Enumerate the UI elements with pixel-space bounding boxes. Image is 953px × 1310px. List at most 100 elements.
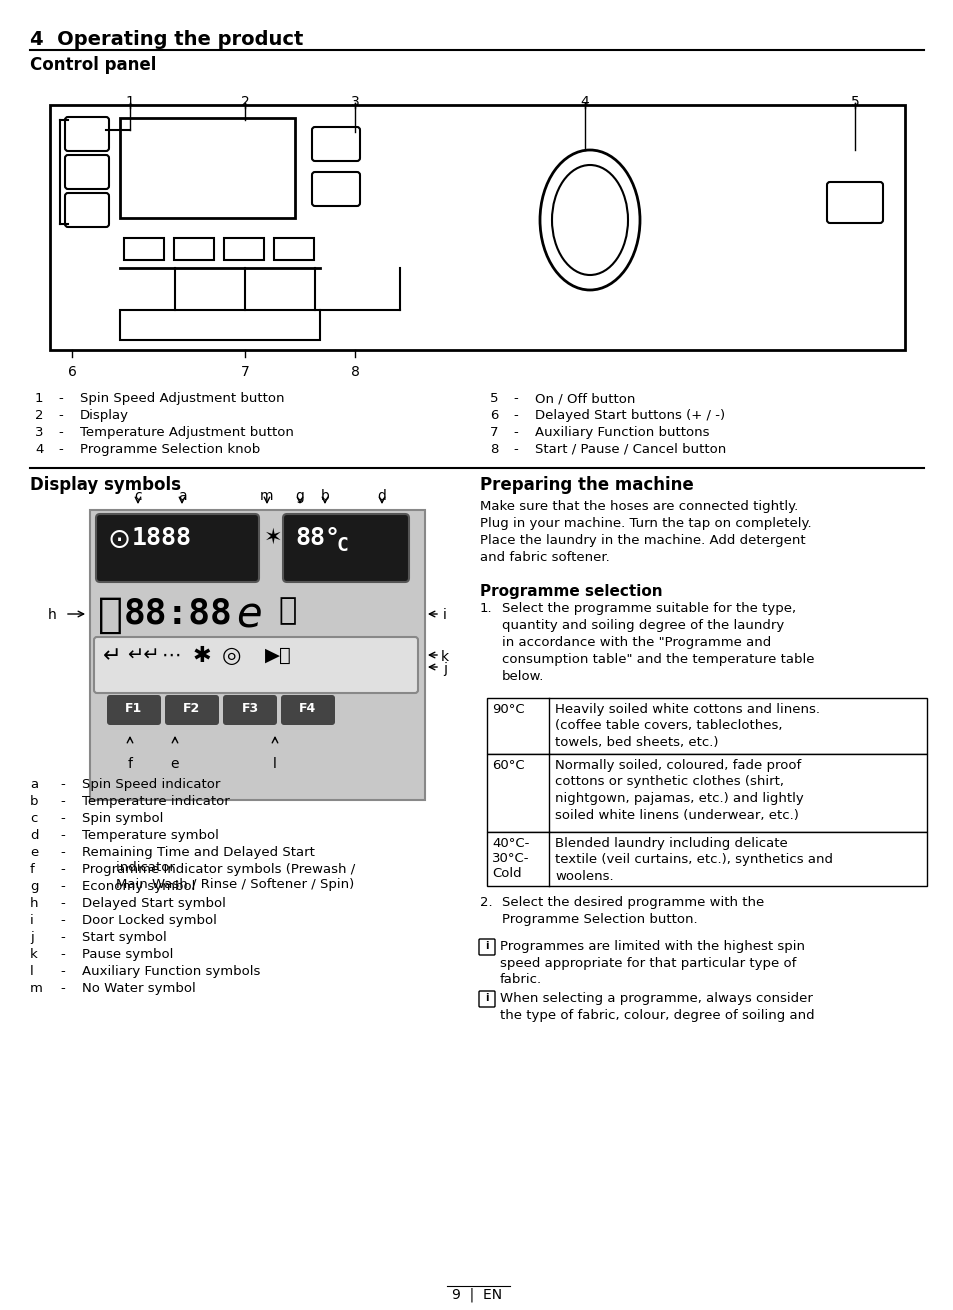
FancyBboxPatch shape [65,193,109,227]
Text: Programme Indicator symbols (Prewash /
        Main Wash / Rinse / Softener / Sp: Programme Indicator symbols (Prewash / M… [82,863,355,891]
Text: i: i [442,608,446,622]
Text: 3: 3 [35,426,44,439]
Text: 6: 6 [68,365,76,379]
Text: a: a [177,489,186,503]
Text: -: - [60,914,65,927]
Bar [120,118,294,217]
Text: 5: 5 [850,96,859,109]
Text: Make sure that the hoses are connected tightly.
Plug in your machine. Turn the t: Make sure that the hoses are connected t… [479,500,811,565]
Text: Control panel: Control panel [30,56,156,73]
Text: a: a [30,778,38,791]
Bar [486,755,926,832]
Text: 6: 6 [490,409,497,422]
Bar [90,510,424,800]
FancyBboxPatch shape [65,155,109,189]
Text: On / Off button: On / Off button [535,392,635,405]
Text: j: j [30,931,33,945]
Text: -: - [513,426,517,439]
Text: -: - [58,426,63,439]
Text: Display symbols: Display symbols [30,476,181,494]
Bar [224,238,264,259]
Text: 5: 5 [490,392,498,405]
Text: Start symbol: Start symbol [82,931,167,945]
Text: k: k [440,650,449,664]
Text: 2: 2 [240,96,249,109]
Ellipse shape [552,165,627,275]
Text: i: i [485,993,488,1003]
Text: 9  |  EN: 9 | EN [452,1286,501,1302]
Text: m: m [260,489,274,503]
Text: ✱: ✱ [193,646,212,665]
Text: Temperature indicator: Temperature indicator [82,795,230,808]
Text: 1888: 1888 [132,527,192,550]
Text: Normally soiled, coloured, fade proof
cottons or synthetic clothes (shirt,
night: Normally soiled, coloured, fade proof co… [555,758,803,821]
Text: d: d [30,829,38,842]
Text: -: - [60,880,65,893]
Text: 🔒: 🔒 [277,596,296,625]
Text: Door Locked symbol: Door Locked symbol [82,914,216,927]
Text: Start / Pause / Cancel button: Start / Pause / Cancel button [535,443,725,456]
Text: F3: F3 [241,702,258,715]
Text: 40°C-
30°C-
Cold: 40°C- 30°C- Cold [492,837,529,880]
Text: e: e [171,757,179,772]
Text: 8: 8 [350,365,359,379]
FancyBboxPatch shape [96,514,258,582]
Text: 4: 4 [35,443,43,456]
Text: -: - [60,897,65,910]
Text: i: i [485,941,488,951]
Text: 88°: 88° [294,527,339,550]
Text: g: g [30,880,38,893]
Bar [50,105,904,350]
Text: -: - [58,392,63,405]
Text: j: j [442,662,447,676]
Text: 2: 2 [35,409,44,422]
Text: -: - [60,863,65,876]
Text: ✶: ✶ [264,528,282,548]
Text: f: f [128,757,132,772]
FancyBboxPatch shape [223,696,276,724]
Text: Delayed Start buttons (+ / -): Delayed Start buttons (+ / -) [535,409,724,422]
Text: ▶⏸: ▶⏸ [265,646,292,665]
Text: ↵: ↵ [103,646,121,665]
Text: h: h [48,608,56,622]
Text: 1.: 1. [479,603,492,614]
Text: e: e [235,593,261,635]
Text: -: - [60,812,65,825]
Text: f: f [30,863,34,876]
Text: Remaining Time and Delayed Start
        indicator: Remaining Time and Delayed Start indicat… [82,846,314,874]
Text: Blended laundry including delicate
textile (veil curtains, etc.), synthetics and: Blended laundry including delicate texti… [555,837,832,883]
FancyBboxPatch shape [94,637,417,693]
Text: Display: Display [80,409,129,422]
Text: F4: F4 [299,702,316,715]
Bar [173,238,213,259]
Text: l: l [273,757,276,772]
FancyBboxPatch shape [312,127,359,161]
Text: 7: 7 [240,365,249,379]
Text: e: e [30,846,38,859]
Bar [124,238,164,259]
Text: -: - [60,931,65,945]
FancyBboxPatch shape [312,172,359,206]
Text: Select the programme suitable for the type,
quantity and soiling degree of the l: Select the programme suitable for the ty… [501,603,814,683]
Text: h: h [30,897,38,910]
Text: F1: F1 [125,702,143,715]
Text: No Water symbol: No Water symbol [82,982,195,996]
Text: ⋯: ⋯ [162,646,181,665]
Text: b: b [30,795,38,808]
Text: F2: F2 [183,702,200,715]
FancyBboxPatch shape [107,696,161,724]
Text: 4: 4 [580,96,589,109]
Text: ◎: ◎ [222,646,241,665]
Text: 8: 8 [490,443,497,456]
Text: 60°C: 60°C [492,758,524,772]
Text: Programmes are limited with the highest spin
speed appropriate for that particul: Programmes are limited with the highest … [499,941,804,986]
Text: -: - [58,443,63,456]
Text: -: - [513,392,517,405]
Text: -: - [58,409,63,422]
FancyBboxPatch shape [281,696,335,724]
Text: b: b [320,489,329,503]
Text: Heavily soiled white cottons and linens.
(coffee table covers, tableclothes,
tow: Heavily soiled white cottons and linens.… [555,703,820,749]
Text: ↵↵: ↵↵ [127,646,159,665]
Text: c: c [134,489,142,503]
FancyBboxPatch shape [478,990,495,1007]
